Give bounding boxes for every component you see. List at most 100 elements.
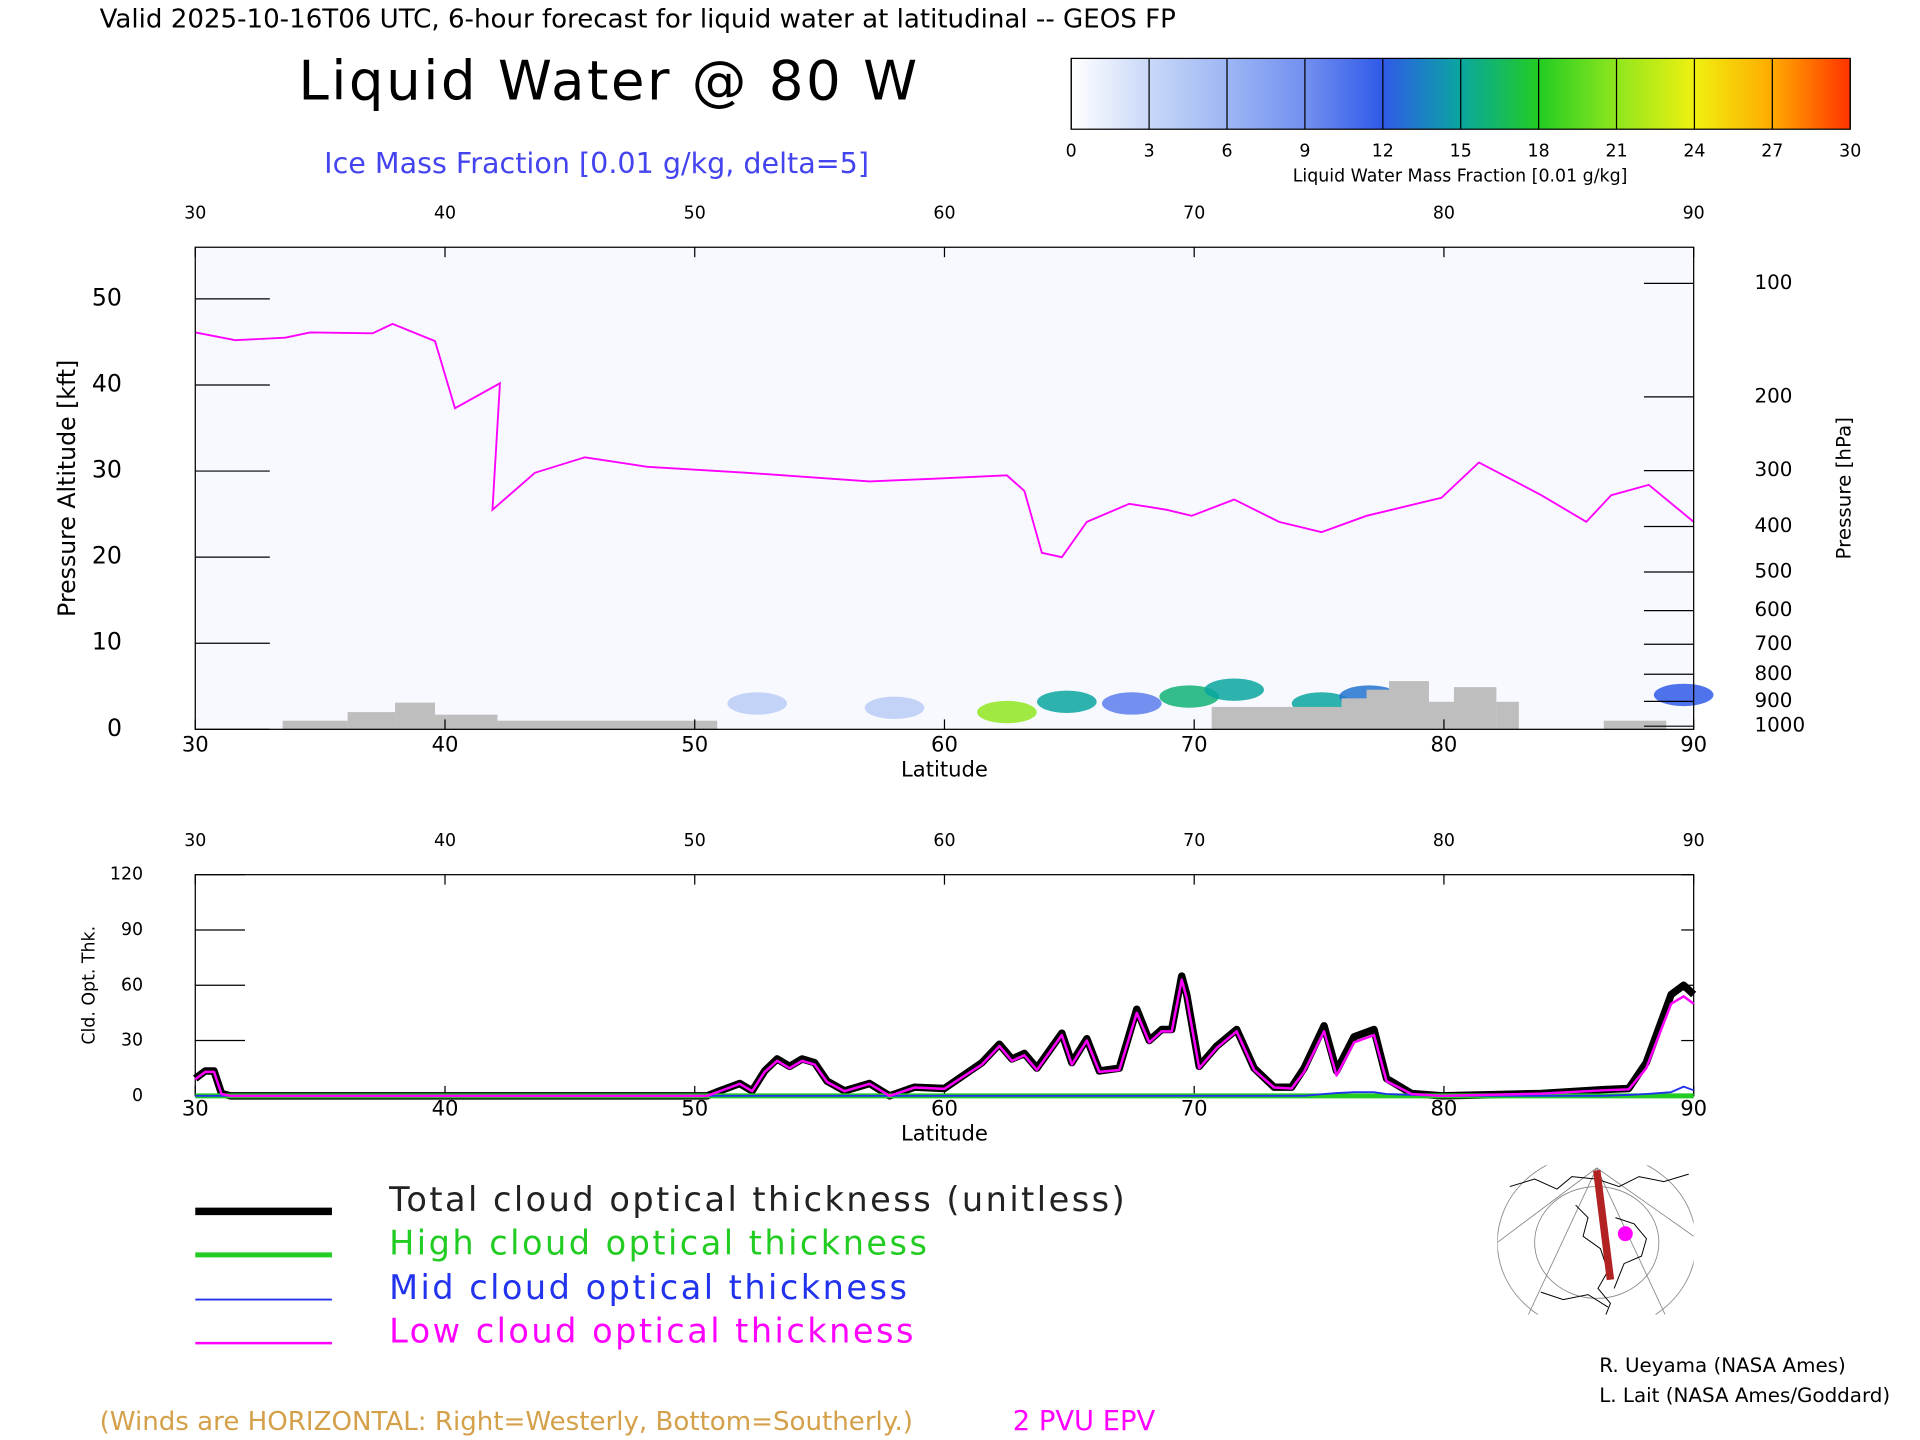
liquid-water-patch: [1204, 678, 1264, 701]
colorbar-segment: [1227, 58, 1305, 130]
y2-tick-label: 1000: [1755, 714, 1806, 737]
x-tick-label: 70: [1181, 1096, 1208, 1121]
x-tick-label-top: 80: [1433, 204, 1455, 224]
colorbar-segment: [1538, 58, 1617, 130]
plot-frame: [194, 874, 1695, 1097]
colorbar-tick-label: 18: [1528, 142, 1550, 162]
terrain-bar: [1428, 701, 1454, 730]
terrain-bar: [497, 720, 718, 730]
x-tick-label: 30: [182, 731, 209, 756]
terrain-bar: [1453, 687, 1497, 730]
x-tick-label-top: 30: [184, 831, 206, 851]
x-tick-label: 40: [432, 731, 459, 756]
credit: L. Lait (NASA Ames/Goddard): [1599, 1384, 1890, 1407]
credit: R. Ueyama (NASA Ames): [1599, 1354, 1846, 1377]
x-tick-label: 80: [1430, 1096, 1457, 1121]
y2-tick-label: 900: [1755, 689, 1793, 712]
liquid-water-patch: [864, 696, 925, 719]
liquid-water-patch: [1037, 690, 1097, 713]
colorbar-title: Liquid Water Mass Fraction [0.01 g/kg]: [1293, 166, 1628, 186]
x-tick-label: 90: [1680, 731, 1707, 756]
x-tick-label-top: 90: [1683, 831, 1705, 851]
y-tick-label: 10: [92, 628, 122, 656]
liquid-water-patch: [977, 700, 1037, 724]
x-tick-label-top: 70: [1183, 204, 1205, 224]
colorbar-tick-label: 9: [1299, 142, 1310, 162]
header: Valid 2025-10-16T06 UTC, 6-hour forecast…: [100, 4, 1176, 34]
liquid-water-patch: [727, 692, 787, 715]
colorbar-segment: [1304, 58, 1383, 130]
x-tick-label: 40: [432, 1096, 459, 1121]
y2-tick-label: 100: [1755, 271, 1793, 294]
terrain-bar: [1603, 720, 1667, 730]
colorbar-tick-label: 0: [1066, 142, 1077, 162]
x-tick-label-top: 80: [1433, 831, 1455, 851]
terrain-bar: [1211, 706, 1342, 730]
colorbar-tick-label: 3: [1144, 142, 1155, 162]
y-tick-label: 30: [121, 1031, 143, 1051]
terrain-bar: [1366, 689, 1389, 730]
terrain-bar: [435, 714, 498, 730]
legend-label: High cloud optical thickness: [389, 1223, 929, 1262]
y-tick-label: 50: [92, 283, 122, 311]
colorbar-segment: [1772, 58, 1851, 130]
colorbar-tick-label: 6: [1221, 142, 1232, 162]
y-tick-label: 90: [121, 920, 143, 940]
colorbar-segment: [1382, 58, 1461, 130]
optical-thickness-line: [194, 978, 1695, 1098]
y2-tick-label: 500: [1755, 559, 1793, 582]
x-tick-label-top: 90: [1683, 204, 1705, 224]
x-tick-label-top: 40: [434, 204, 456, 224]
y2-tick-label: 400: [1755, 514, 1793, 537]
colorbar-segment: [1460, 58, 1539, 130]
x-tick-label: 50: [681, 731, 708, 756]
y-axis-label: Cld. Opt. Thk.: [80, 926, 100, 1045]
chart-title: Liquid Water @ 80 W: [298, 49, 919, 113]
terrain-bar: [395, 702, 436, 730]
x-tick-label-top: 60: [933, 831, 955, 851]
colorbar-tick-label: 21: [1605, 142, 1627, 162]
y2-tick-label: 200: [1755, 384, 1793, 407]
terrain-bar: [1496, 701, 1519, 730]
x-tick-label-top: 40: [434, 831, 456, 851]
optical-thickness-line: [195, 1085, 1694, 1097]
legend-label: Low cloud optical thickness: [389, 1312, 916, 1351]
x-tick-label-top: 50: [684, 204, 706, 224]
plot-background: [195, 247, 1694, 730]
colorbar-tick-label: 12: [1372, 142, 1394, 162]
colorbar-segment: [1694, 58, 1773, 130]
epv-legend: 2 PVU EPV: [1013, 1406, 1156, 1437]
y2-tick-label: 800: [1755, 662, 1793, 685]
terrain-bar: [282, 720, 348, 730]
terrain-bar: [1388, 681, 1429, 730]
optical-thickness-line: [193, 972, 1697, 1100]
y-tick-label: 30: [92, 456, 122, 484]
x-tick-label: 50: [681, 1096, 708, 1121]
legend-label: Total cloud optical thickness (unitless): [388, 1180, 1127, 1219]
x-tick-label-top: 60: [933, 204, 955, 224]
y-tick-label: 0: [107, 714, 122, 742]
x-tick-label: 90: [1680, 1096, 1707, 1121]
terrain-bar: [1341, 698, 1367, 730]
liquid-water-patch: [1653, 683, 1714, 707]
y2-tick-label: 600: [1755, 598, 1793, 621]
y-tick-label: 0: [132, 1086, 143, 1106]
x-axis-label: Latitude: [901, 1120, 988, 1145]
chart-subtitle: Ice Mass Fraction [0.01 g/kg, delta=5]: [324, 146, 869, 180]
x-axis-label: Latitude: [901, 756, 988, 781]
liquid-water-patch: [1159, 685, 1220, 708]
x-tick-label-top: 50: [684, 831, 706, 851]
y2-tick-label: 700: [1755, 632, 1793, 655]
x-tick-label: 80: [1430, 731, 1457, 756]
epv-line: [195, 322, 1695, 559]
y2-tick-label: 300: [1755, 458, 1793, 481]
x-tick-label-top: 30: [184, 204, 206, 224]
colorbar-tick-label: 30: [1839, 142, 1861, 162]
legend-label: Mid cloud optical thickness: [389, 1268, 909, 1307]
colorbar-tick-label: 27: [1761, 142, 1783, 162]
x-tick-label: 60: [931, 731, 958, 756]
locator-map: [1497, 1165, 1694, 1315]
y-tick-label: 40: [92, 369, 122, 397]
colorbar-tick-label: 15: [1450, 142, 1472, 162]
